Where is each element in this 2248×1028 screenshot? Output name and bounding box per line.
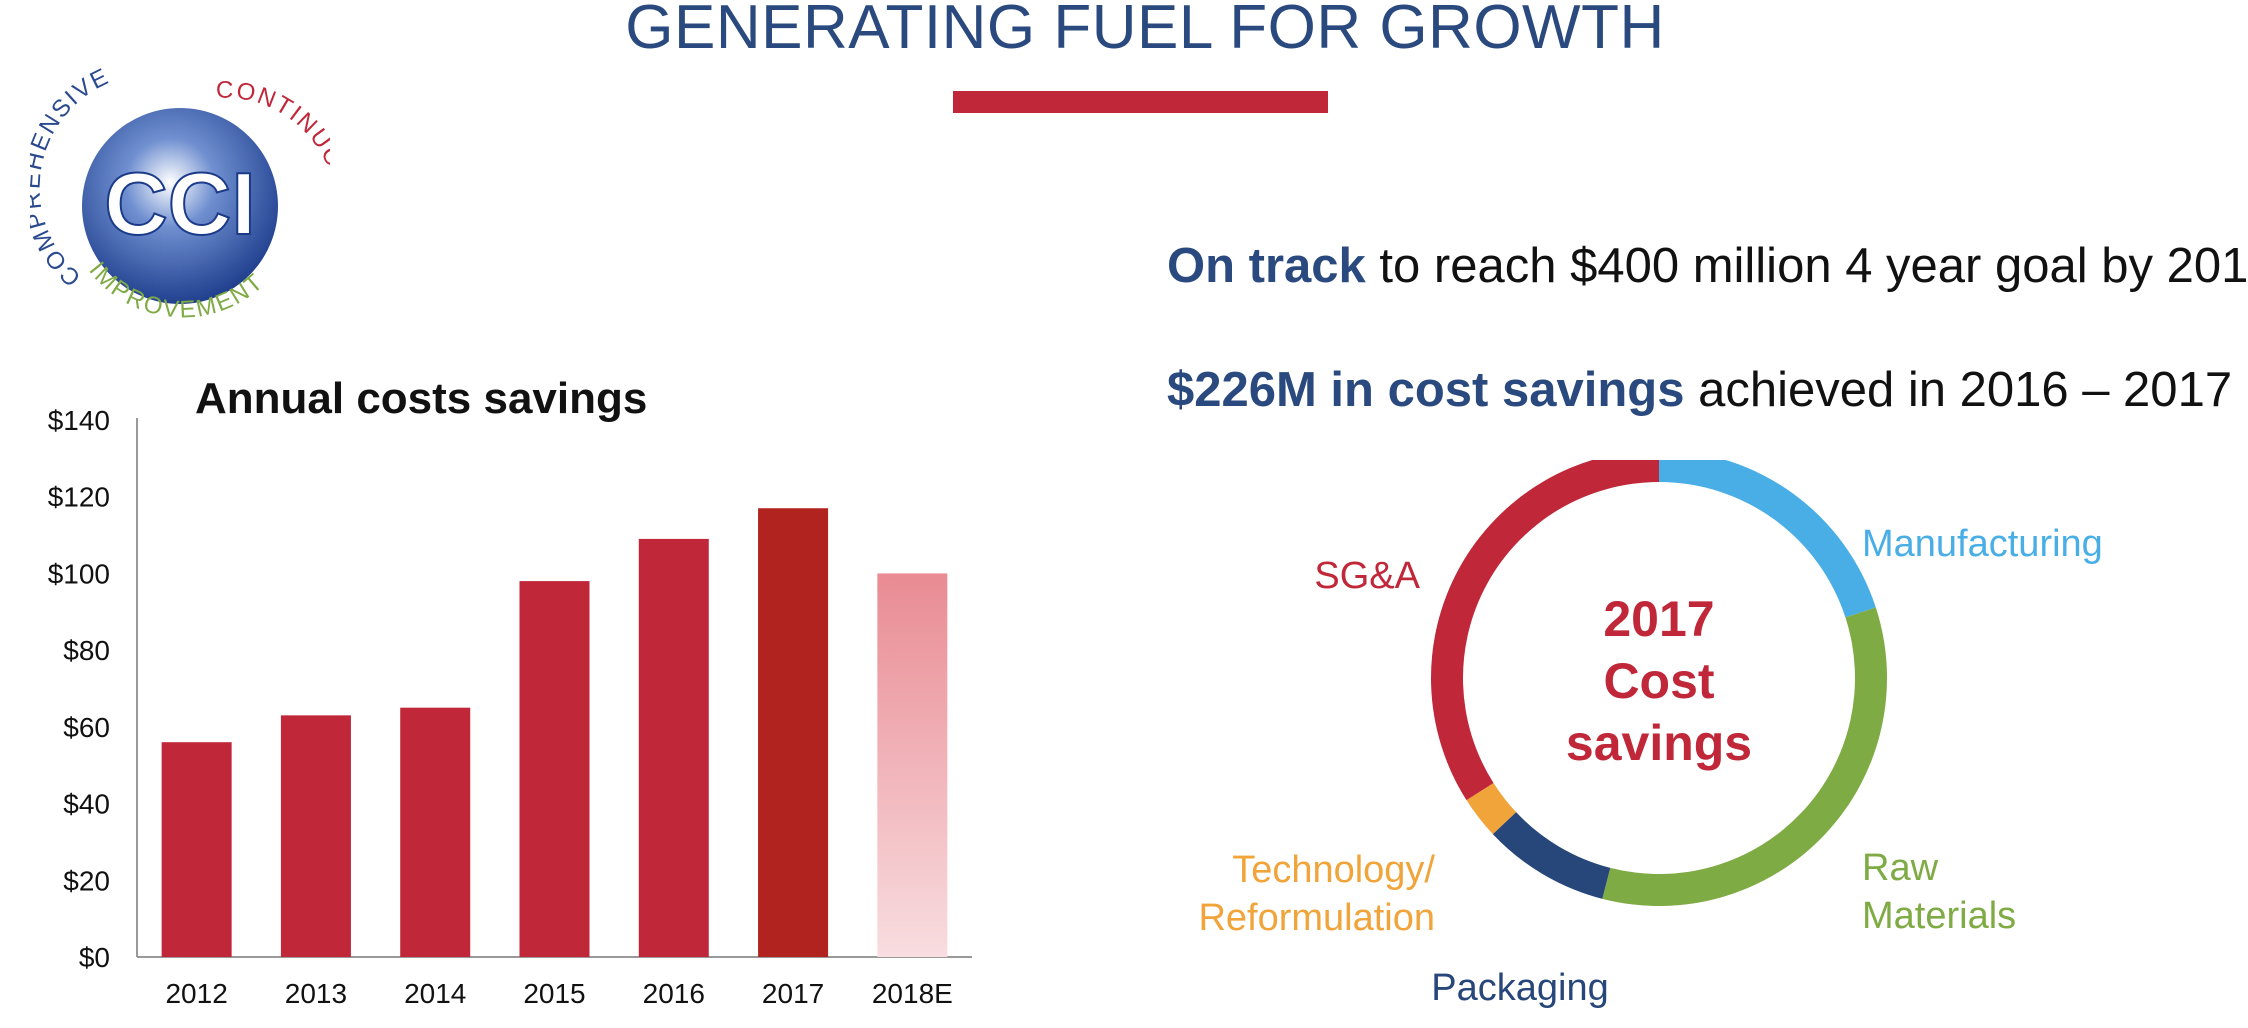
x-tick-label: 2016: [643, 978, 705, 1009]
donut-label: SG&A: [1314, 555, 1420, 597]
bar-2018E: [877, 573, 948, 957]
x-tick-label: 2015: [523, 978, 585, 1009]
annual-savings-bar-chart: Annual costs savings $0 $20 $40 $60 $80 $100 $1…: [48, 380, 972, 1009]
bar-2013: [280, 715, 351, 957]
page-title: GENERATING FUEL FOR GROWTH: [625, 0, 1665, 62]
cost-savings-donut-chart: Manufacturing Raw Materials Packaging Techno…: [1198, 460, 2103, 1009]
title-underline: [953, 91, 1328, 113]
bar-2012: [161, 742, 232, 957]
y-tick-label: $60: [63, 712, 110, 743]
donut-center-label: 2017: [1603, 591, 1714, 647]
headline-goal-rest: to reach $400 million 4 year goal by 201…: [1365, 239, 2248, 293]
donut-slice-packaging: [1492, 812, 1611, 899]
donut-slice-sg-a: [1431, 460, 1659, 801]
headline-savings-rest: achieved in 2016 – 2017: [1684, 363, 2233, 417]
x-tick-label: 2013: [285, 978, 347, 1009]
y-tick-label: $20: [63, 865, 110, 896]
donut-label: Raw Materials: [1862, 847, 2016, 937]
donut-label-line: Materials: [1862, 895, 2016, 937]
x-tick-label: 2017: [762, 978, 824, 1009]
donut-slice-manufacturing: [1659, 460, 1876, 618]
y-tick-label: $80: [63, 635, 110, 666]
chart-title: Annual costs savings: [195, 380, 647, 423]
x-tick-label: 2012: [165, 978, 227, 1009]
donut-label: Technology/Reformulation: [1198, 849, 1435, 939]
y-tick-label: $100: [48, 558, 110, 589]
headline-goal: On track to reach $400 million 4 year go…: [1167, 238, 2248, 294]
bar-2015: [519, 581, 590, 957]
headline-savings: $226M in cost savings achieved in 2016 –…: [1167, 362, 2232, 418]
x-tick-label: 2014: [404, 978, 466, 1009]
logo-center-text: CCI: [104, 154, 256, 253]
cci-logo: CCI COMPREHENSIVE CONTINUOUS IMPROVEMENT: [30, 66, 330, 324]
y-tick-label: $0: [79, 942, 110, 973]
donut-label-line: Reformulation: [1198, 897, 1435, 939]
donut-center-label: savings: [1566, 715, 1752, 771]
donut-slice-raw-materials: [1602, 607, 1887, 906]
bar-2014: [400, 707, 471, 957]
headline-savings-bold: $226M in cost savings: [1167, 363, 1685, 417]
headline-goal-bold: On track: [1167, 239, 1366, 293]
y-tick-label: $40: [63, 789, 110, 820]
y-tick-label: $120: [48, 482, 110, 513]
bar-2016: [638, 538, 709, 957]
x-tick-label: 2018E: [872, 978, 953, 1009]
donut-slice-technology-reformulation: [1466, 783, 1517, 835]
donut-label-line: Technology/: [1232, 849, 1435, 891]
donut-center-label: Cost: [1603, 653, 1714, 709]
donut-label-line: Raw: [1862, 847, 1939, 889]
bar-2017: [758, 508, 829, 957]
y-tick-label: $140: [48, 405, 110, 436]
donut-label: Packaging: [1431, 967, 1608, 1009]
donut-label: Manufacturing: [1862, 523, 2103, 565]
